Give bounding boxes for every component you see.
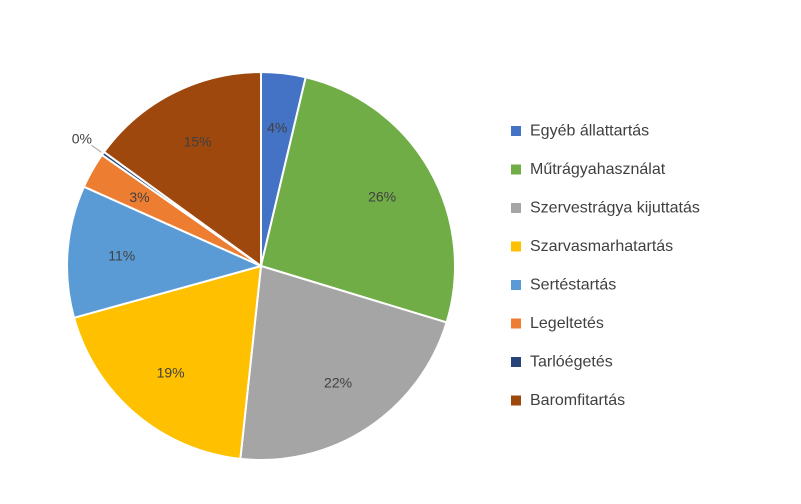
legend-swatch-szervestragya-kijuttatas bbox=[511, 203, 521, 213]
legend-label-mutragyahasznalat: Műtrágyahasználat bbox=[530, 161, 666, 178]
legend: Egyéb állattartás Műtrágyahasználat Szerve… bbox=[511, 123, 700, 409]
legend-label-baromfitartas: Baromfitartás bbox=[530, 392, 625, 409]
pie-slice-szervestragya-kijuttatas bbox=[239, 265, 448, 461]
data-label-tarloegetes: 0% bbox=[72, 130, 92, 146]
legend-item-tarloegetes: Tarlóégetés bbox=[511, 354, 613, 371]
data-label-szarvasmarhatartas: 19% bbox=[157, 364, 185, 380]
legend-swatch-tarloegetes bbox=[511, 357, 521, 367]
legend-swatch-szarvasmarhatartas bbox=[511, 241, 521, 252]
legend-label-legeltetes: Legeltetés bbox=[530, 315, 604, 332]
data-label-legeltetes: 3% bbox=[129, 189, 149, 205]
data-label-mutragyahasznalat: 26% bbox=[368, 188, 396, 204]
data-label-sertestartas: 11% bbox=[108, 247, 135, 263]
legend-label-egyeb-allattartas: Egyéb állattartás bbox=[530, 123, 649, 140]
legend-item-szervestragya-kijuttatas: Szervestrágya kijuttatás bbox=[511, 200, 700, 217]
leader-line-tarloegetes bbox=[91, 144, 102, 153]
data-label-egyeb-allattartas: 4% bbox=[267, 119, 287, 135]
legend-item-sertestartas: Sertéstartás bbox=[511, 277, 616, 294]
legend-swatch-mutragyahasznalat bbox=[511, 164, 521, 175]
data-label-szervestragya-kijuttatas: 22% bbox=[324, 375, 352, 391]
legend-item-baromfitartas: Baromfitartás bbox=[511, 392, 625, 409]
pie-data-labels: 4% 26% 22% 19% 11% 3% 0% 15% bbox=[72, 119, 396, 390]
pie-slices bbox=[66, 71, 456, 461]
legend-swatch-egyeb-allattartas bbox=[511, 126, 521, 136]
legend-swatch-baromfitartas bbox=[511, 395, 521, 406]
legend-label-szervestragya-kijuttatas: Szervestrágya kijuttatás bbox=[530, 200, 700, 217]
legend-label-tarloegetes: Tarlóégetés bbox=[530, 354, 613, 371]
legend-item-legeltetes: Legeltetés bbox=[511, 315, 604, 332]
legend-item-egyeb-allattartas: Egyéb állattartás bbox=[511, 123, 649, 140]
legend-item-mutragyahasznalat: Műtrágyahasználat bbox=[511, 161, 666, 178]
pie-slice-sertestartas bbox=[66, 185, 262, 319]
pie-slice-mutragyahasznalat bbox=[260, 76, 456, 324]
legend-label-sertestartas: Sertéstartás bbox=[530, 277, 616, 294]
legend-label-szarvasmarhatartas: Szarvasmarhatartás bbox=[530, 238, 673, 255]
legend-swatch-legeltetes bbox=[511, 318, 521, 329]
pie-slice-szarvasmarhatartas bbox=[73, 265, 262, 460]
data-label-baromfitartas: 15% bbox=[184, 134, 212, 150]
pie-slice-baromfitartas bbox=[103, 71, 262, 267]
legend-item-szarvasmarhatartas: Szarvasmarhatartás bbox=[511, 238, 673, 255]
legend-swatch-sertestartas bbox=[511, 280, 521, 290]
